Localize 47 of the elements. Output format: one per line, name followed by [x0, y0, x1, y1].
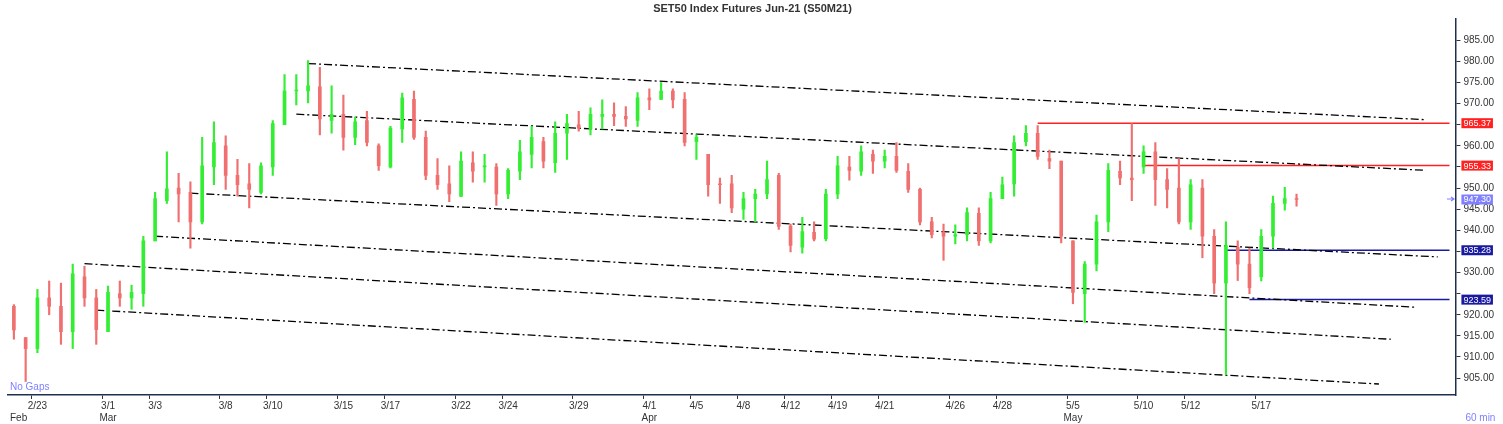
x-tick-label: 5/12 [1180, 399, 1201, 411]
x-tick-label: 3/24 [498, 399, 519, 411]
x-tick-label: 3/8 [218, 399, 234, 411]
y-tick-label: 910.00 [1463, 350, 1495, 362]
x-tick-label: 5/5 [1066, 399, 1081, 411]
y-tick-label: 920.00 [1463, 308, 1495, 320]
y-tick-label: 980.00 [1463, 55, 1495, 67]
x-tick-label: 4/5 [689, 399, 704, 411]
x-tick-label: 4/21 [874, 399, 895, 411]
y-tick-label: 970.00 [1463, 97, 1495, 109]
x-tick-label: 2/23 [27, 399, 48, 411]
y-tick-label: 960.00 [1463, 139, 1495, 151]
text: May [1063, 411, 1083, 423]
data-label: 965.37 [1463, 118, 1491, 129]
text: Mar [99, 411, 118, 423]
x-tick-label: 4/8 [736, 399, 751, 411]
y-tick-label: 930.00 [1463, 266, 1495, 278]
x-tick-label: 5/17 [1251, 399, 1272, 411]
y-tick-label: 905.00 [1463, 371, 1495, 383]
data-label: 935.28 [1463, 245, 1491, 256]
text: Feb [10, 411, 28, 423]
data-label: 955.33 [1463, 160, 1491, 171]
y-tick-label: 940.00 [1463, 224, 1495, 236]
x-tick-label: 4/1 [642, 399, 657, 411]
data-label: 923.59 [1463, 294, 1491, 305]
y-tick-label: 985.00 [1463, 34, 1495, 46]
x-tick-label: 3/1 [101, 399, 116, 411]
annotation: No Gaps [10, 380, 50, 392]
x-tick-label: 5/10 [1133, 399, 1154, 411]
text: 947.30 [1463, 194, 1491, 205]
chart-title: SET50 Index Futures Jun-21 (S50M21) [653, 1, 853, 14]
x-tick-label: 3/22 [451, 399, 472, 411]
x-tick-label: 4/19 [827, 399, 848, 411]
y-tick-label: 945.00 [1463, 202, 1495, 214]
x-tick-label: 3/17 [380, 399, 401, 411]
x-tick-label: 3/3 [148, 399, 163, 411]
x-tick-label: 3/15 [333, 399, 354, 411]
y-tick-label: 915.00 [1463, 329, 1495, 341]
x-tick-label: 4/28 [992, 399, 1013, 411]
x-tick-label: 4/26 [945, 399, 966, 411]
x-tick-label: 3/10 [263, 399, 283, 411]
y-tick-label: 975.00 [1463, 76, 1495, 88]
x-tick-label: 3/29 [568, 399, 589, 411]
text: 60 min [1465, 411, 1496, 423]
y-tick-label: 950.00 [1463, 181, 1495, 193]
x-tick-label: 4/12 [780, 399, 801, 411]
text: Apr [641, 411, 658, 423]
